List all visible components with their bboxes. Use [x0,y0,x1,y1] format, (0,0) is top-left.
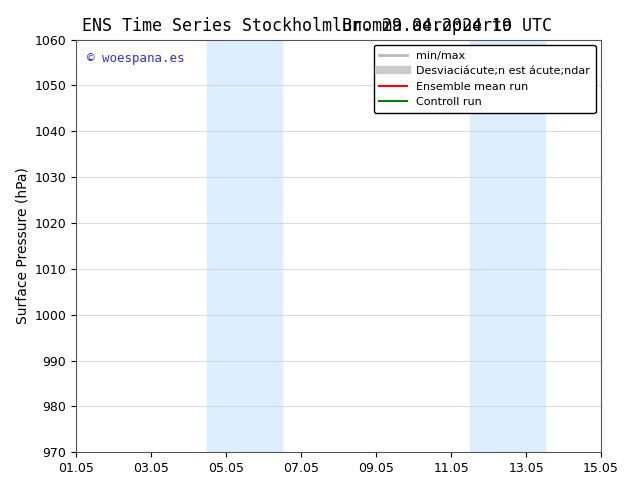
Text: ENS Time Series Stockholm Bromma aeropuerto: ENS Time Series Stockholm Bromma aeropue… [82,17,512,35]
Y-axis label: Surface Pressure (hPa): Surface Pressure (hPa) [15,168,29,324]
Bar [470,40,545,452]
Bar [207,40,282,452]
Text: © woespana.es: © woespana.es [87,52,184,65]
Text: lun. 29.04.2024 19 UTC: lun. 29.04.2024 19 UTC [332,17,552,35]
Legend: min/max, Desviaciácute;n est ácute;ndar, Ensemble mean run, Controll run: min/max, Desviaciácute;n est ácute;ndar,… [374,45,595,113]
